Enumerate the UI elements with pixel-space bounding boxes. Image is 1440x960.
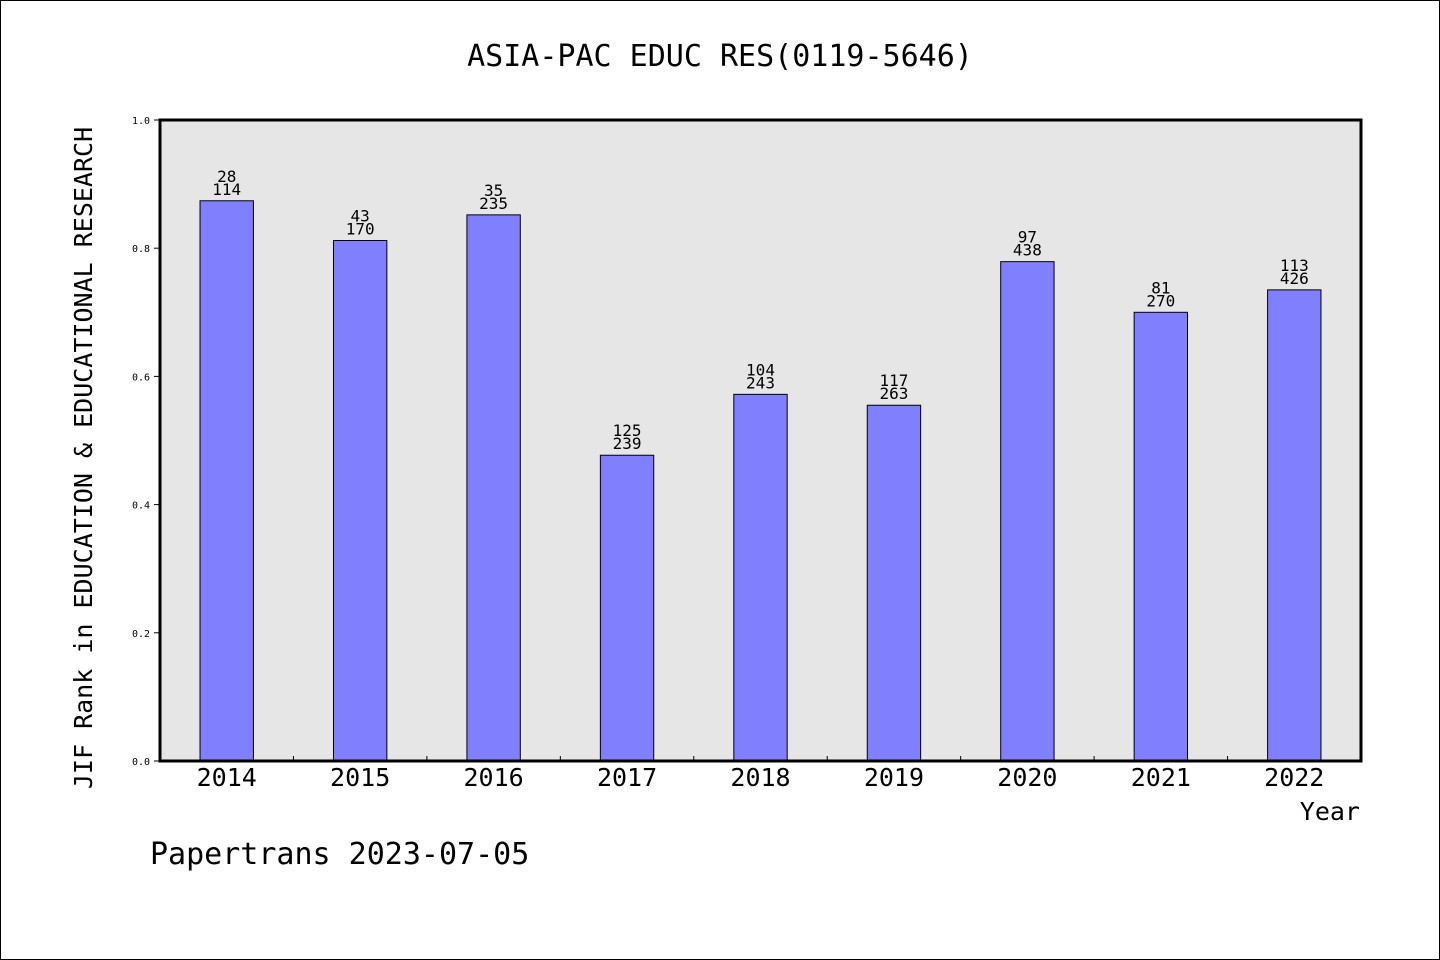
x-tick-label: 2021 xyxy=(1131,763,1191,792)
y-tick-label: 0.2 xyxy=(132,629,150,640)
bar-total-label: 170 xyxy=(346,220,375,239)
bar-rank-label: 104 xyxy=(746,360,775,379)
bar-total-label: 270 xyxy=(1146,291,1175,310)
bar xyxy=(733,393,788,762)
x-tick-label: 2019 xyxy=(864,763,924,792)
y-tick-label: 0.0 xyxy=(132,757,150,768)
y-tick-label: 0.6 xyxy=(132,372,150,383)
y-tick-label: 0.4 xyxy=(132,501,150,512)
bar xyxy=(866,404,922,762)
footer-text: Papertrans 2023-07-05 xyxy=(150,837,529,872)
y-tick-label: 1.0 xyxy=(132,116,150,127)
x-tick-label: 2018 xyxy=(730,763,790,792)
x-tick-label: 2020 xyxy=(997,763,1057,792)
bar xyxy=(466,214,521,762)
bar-total-label: 235 xyxy=(479,194,508,213)
bar-rank-label: 125 xyxy=(613,421,642,440)
x-tick-label: 2014 xyxy=(197,763,257,792)
bar-rank-label: 117 xyxy=(879,371,908,390)
x-tick-label: 2017 xyxy=(597,763,657,792)
bar-rank-label: 28 xyxy=(217,167,236,186)
bar-rank-label: 81 xyxy=(1151,278,1170,297)
bar-rank-label: 35 xyxy=(484,181,503,200)
x-axis-ticks: 2014 2015 2016 2017 2018 2019 2020 2021 2022 xyxy=(197,756,1324,792)
bar xyxy=(1000,261,1055,762)
y-tick-label: 0.8 xyxy=(132,244,150,255)
x-tick-label: 2016 xyxy=(464,763,524,792)
plot-frame xyxy=(158,118,1363,763)
bar-total-label: 438 xyxy=(1013,241,1042,260)
y-axis-label: JIF Rank in EDUCATION & EDUCATIONAL RESE… xyxy=(69,127,98,789)
x-tick-label: 2022 xyxy=(1264,763,1324,792)
bar-total-label: 243 xyxy=(746,373,775,392)
bar xyxy=(199,200,254,762)
x-tick-label: 2015 xyxy=(330,763,390,792)
bar-total-label: 114 xyxy=(212,180,241,199)
x-axis-label: Year xyxy=(1300,797,1360,826)
bar xyxy=(599,454,655,762)
bar xyxy=(1133,311,1189,762)
bar-total-label: 263 xyxy=(879,384,908,403)
chart-title: ASIA-PAC EDUC RES(0119-5646) xyxy=(467,39,973,74)
bar-total-label: 239 xyxy=(613,434,642,453)
bar xyxy=(332,240,388,762)
bar-rank-label: 43 xyxy=(351,207,370,226)
bar-rank-label: 113 xyxy=(1280,256,1309,275)
bar-total-label: 426 xyxy=(1280,269,1309,288)
bar xyxy=(1267,289,1322,762)
bar-rank-label: 97 xyxy=(1018,228,1037,247)
